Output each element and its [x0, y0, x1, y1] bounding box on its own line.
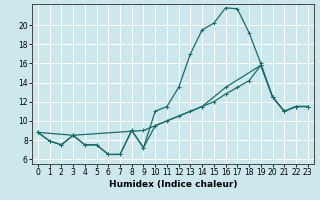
X-axis label: Humidex (Indice chaleur): Humidex (Indice chaleur) — [108, 180, 237, 189]
